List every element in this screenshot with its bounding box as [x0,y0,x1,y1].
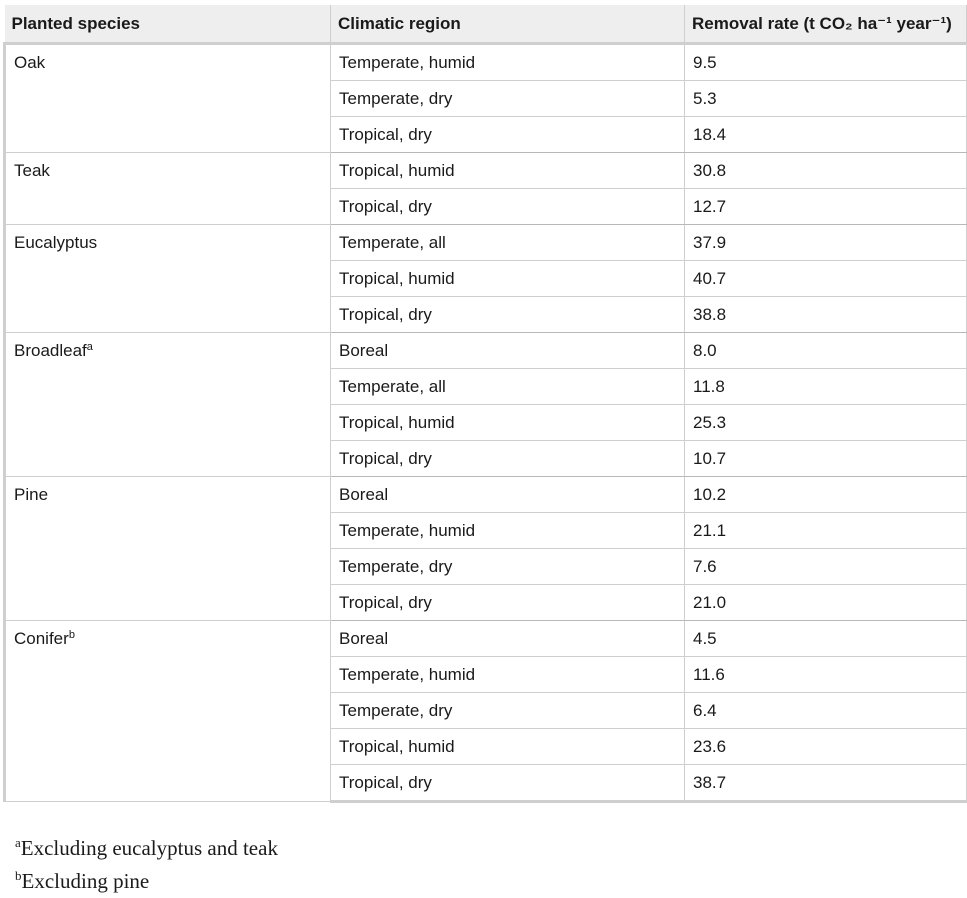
table-header: Planted species Climatic region Removal … [4,5,967,45]
table-row: Broadleafa Boreal 8.0 [3,332,967,477]
table-row: Temperate, dry 6.4 [5,692,967,729]
footnote-marker: b [15,868,22,883]
table-row: Tropical, humid 23.6 [5,728,967,765]
rate-cell: 37.9 [684,224,967,261]
rate-cell: 25.3 [684,404,967,441]
table-row: Tropical, dry 12.7 [5,188,967,225]
region-cell: Tropical, humid [330,728,685,765]
header-region: Climatic region [330,5,685,45]
table-row: Tropical, dry 10.7 [5,440,967,477]
table-row: Temperate, humid 21.1 [5,512,967,549]
rate-cell: 10.7 [684,440,967,477]
rate-cell: 8.0 [684,332,967,369]
footnotes: aExcluding eucalyptus and teak bExcludin… [15,826,278,893]
region-cell: Tropical, dry [330,764,685,803]
rate-cell: 40.7 [684,260,967,297]
table-row: Tropical, dry 21.0 [5,584,967,621]
species-name: Conifer [14,629,69,648]
table-row: Temperate, humid 11.6 [5,656,967,693]
rate-cell: 21.0 [684,584,967,621]
species-cell: Eucalyptus [3,224,331,333]
species-name: Eucalyptus [14,233,98,252]
footnote-marker: a [15,835,21,850]
table-row: Temperate, dry 7.6 [5,548,967,585]
species-name: Broadleaf [14,341,87,360]
rate-cell: 23.6 [684,728,967,765]
header-species: Planted species [4,5,331,45]
region-cell: Tropical, dry [330,584,685,621]
footnote-marker: a [86,341,93,353]
rate-cell: 38.8 [684,296,967,333]
rate-cell: 6.4 [684,692,967,729]
rate-cell: 12.7 [684,188,967,225]
removal-rate-table-container: Planted species Climatic region Removal … [3,5,967,803]
footnote-b: bExcluding pine [15,859,278,893]
region-cell: Temperate, humid [330,43,685,81]
footnote-text: Excluding pine [21,869,150,893]
table-row: Tropical, humid 25.3 [5,404,967,441]
removal-rate-table: Planted species Climatic region Removal … [3,5,967,803]
region-cell: Boreal [330,620,685,657]
region-cell: Temperate, dry [330,692,685,729]
table-row: Eucalyptus Temperate, all 37.9 [3,224,967,333]
rate-cell: 4.5 [684,620,967,657]
species-cell: Teak [3,152,331,225]
region-cell: Temperate, humid [330,656,685,693]
table-row: Oak Temperate, humid 9.5 [3,43,967,153]
table-row: Temperate, all 11.8 [5,368,967,405]
table-row: Teak Tropical, humid 30.8 [3,152,967,225]
region-cell: Temperate, all [330,368,685,405]
rate-cell: 9.5 [684,43,967,81]
footnote-text: Excluding eucalyptus and teak [20,836,278,860]
footnote-a: aExcluding eucalyptus and teak [15,826,278,860]
header-rate: Removal rate (t CO₂ ha⁻¹ year⁻¹) [684,5,967,45]
rate-cell: 30.8 [684,152,967,189]
region-cell: Boreal [330,476,685,513]
species-cell: Oak [3,43,331,153]
region-cell: Boreal [330,332,685,369]
region-cell: Tropical, humid [330,404,685,441]
species-name: Oak [14,53,46,72]
rate-cell: 10.2 [684,476,967,513]
species-name: Teak [14,161,50,180]
species-cell: Coniferb [3,620,331,802]
rate-cell: 5.3 [684,80,967,117]
region-cell: Tropical, dry [330,188,685,225]
table-row: Temperate, dry 5.3 [5,80,967,117]
header-row: Planted species Climatic region Removal … [4,5,967,45]
region-cell: Temperate, humid [330,512,685,549]
region-cell: Tropical, dry [330,116,685,153]
region-cell: Temperate, dry [330,80,685,117]
species-name: Pine [14,485,49,504]
table-row: Tropical, humid 40.7 [5,260,967,297]
region-cell: Tropical, humid [330,152,685,189]
rate-cell: 11.6 [684,656,967,693]
region-cell: Temperate, dry [330,548,685,585]
table-row: Tropical, dry 18.4 [5,116,967,153]
footnote-marker: b [68,629,75,641]
rate-cell: 18.4 [684,116,967,153]
rate-cell: 38.7 [684,764,967,803]
table-row: Coniferb Boreal 4.5 [3,620,967,802]
region-cell: Tropical, humid [330,260,685,297]
table-body: Oak Temperate, humid 9.5 Temperate, dry 5.3 T… [3,43,967,803]
rate-cell: 7.6 [684,548,967,585]
region-cell: Tropical, dry [330,440,685,477]
region-cell: Temperate, all [330,224,685,261]
region-cell: Tropical, dry [330,296,685,333]
species-cell: Pine [3,476,331,621]
rate-cell: 11.8 [684,368,967,405]
table-row: Tropical, dry 38.8 [5,296,967,333]
table-row: Tropical, dry 38.7 [5,764,967,803]
species-cell: Broadleafa [3,332,331,477]
rate-cell: 21.1 [684,512,967,549]
table-row: Pine Boreal 10.2 [3,476,967,621]
